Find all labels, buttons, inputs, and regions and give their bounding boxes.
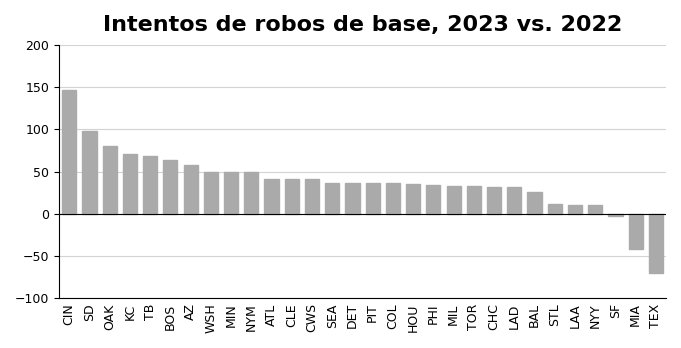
- Bar: [264, 179, 279, 214]
- Bar: [123, 154, 137, 214]
- Bar: [325, 183, 339, 214]
- Bar: [103, 146, 116, 214]
- Bar: [568, 205, 582, 214]
- Title: Intentos de robos de base, 2023 vs. 2022: Intentos de robos de base, 2023 vs. 2022: [103, 15, 622, 35]
- Bar: [224, 172, 238, 214]
- Bar: [507, 187, 522, 214]
- Bar: [82, 131, 97, 214]
- Bar: [406, 184, 420, 214]
- Bar: [285, 179, 299, 214]
- Bar: [466, 186, 481, 214]
- Bar: [366, 183, 380, 214]
- Bar: [629, 214, 643, 250]
- Bar: [447, 186, 460, 214]
- Bar: [305, 179, 319, 214]
- Bar: [386, 183, 400, 214]
- Bar: [487, 187, 501, 214]
- Bar: [244, 172, 258, 214]
- Bar: [183, 165, 197, 214]
- Bar: [527, 192, 541, 214]
- Bar: [163, 160, 178, 214]
- Bar: [204, 172, 218, 214]
- Bar: [588, 205, 602, 214]
- Bar: [649, 214, 663, 273]
- Bar: [426, 185, 441, 214]
- Bar: [143, 157, 157, 214]
- Bar: [608, 214, 622, 215]
- Bar: [345, 183, 360, 214]
- Bar: [548, 204, 562, 214]
- Bar: [62, 90, 76, 214]
